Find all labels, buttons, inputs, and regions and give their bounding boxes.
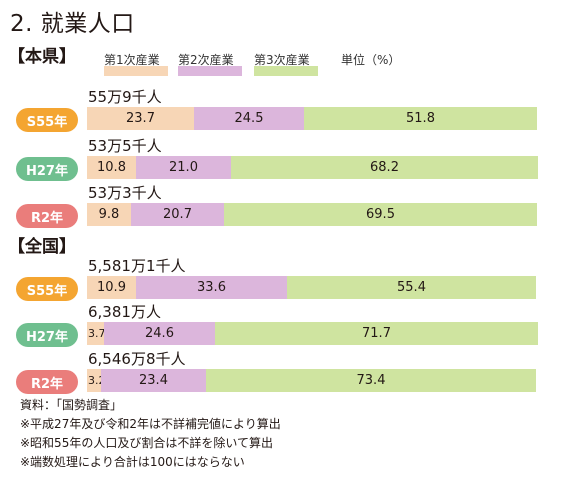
- bar-segment-sector-3: 55.4: [287, 276, 536, 299]
- bar-segment-sector-3: 51.8: [304, 107, 537, 130]
- legend-swatch-1: [104, 66, 168, 76]
- bar-segment-sector-1: 3.7: [87, 322, 106, 345]
- year-badge: H27年: [16, 323, 78, 347]
- legend-label-1: 第1次産業: [104, 53, 160, 67]
- legend-swatch-2: [178, 66, 242, 76]
- note-3: ※端数処理により合計は100にはならない: [20, 455, 245, 469]
- bar-segment-sector-3: 68.2: [231, 156, 538, 179]
- legend-swatch-3: [254, 66, 318, 76]
- note-1: ※平成27年及び令和2年は不詳補完値により算出: [20, 417, 281, 431]
- section-label: 【全国】: [8, 237, 76, 257]
- bar-segment-sector-3: 71.7: [215, 322, 538, 345]
- bar-segment-sector-2: 24.6: [104, 322, 215, 345]
- bar-segment-sector-2: 24.5: [194, 107, 304, 130]
- bar-segment-sector-1: 10.8: [87, 156, 136, 179]
- bar-segment-sector-3: 73.4: [206, 369, 536, 392]
- bar-segment-sector-2: 20.7: [131, 203, 224, 226]
- bar-segment-sector-2: 21.0: [136, 156, 231, 179]
- bar-segment-sector-2: 23.4: [101, 369, 206, 392]
- total-workers-label: 6,546万8千人: [88, 350, 186, 368]
- page-title: 2. 就業人口: [10, 11, 135, 37]
- bar-segment-sector-1: 9.8: [87, 203, 131, 226]
- total-workers-label: 53万5千人: [88, 137, 162, 155]
- total-workers-label: 5,581万1千人: [88, 257, 186, 275]
- notes: 資料：「国勢調査」 ※平成27年及び令和2年は不詳補完値により算出 ※昭和55年…: [20, 396, 281, 472]
- legend-label-2: 第2次産業: [178, 53, 234, 67]
- bar-segment-sector-2: 33.6: [136, 276, 287, 299]
- section-label: 【本県】: [8, 47, 76, 67]
- bar-segment-sector-1: 23.7: [87, 107, 194, 130]
- total-workers-label: 6,381万人: [88, 303, 161, 321]
- total-workers-label: 55万9千人: [88, 88, 162, 106]
- note-source: 資料：「国勢調査」: [20, 398, 123, 412]
- year-badge: S55年: [16, 277, 78, 301]
- bar-segment-sector-1: 10.9: [87, 276, 136, 299]
- year-badge: S55年: [16, 108, 78, 132]
- note-2: ※昭和55年の人口及び割合は不詳を除いて算出: [20, 436, 273, 450]
- legend-label-3: 第3次産業: [254, 53, 310, 67]
- bar-segment-sector-3: 69.5: [224, 203, 537, 226]
- year-badge: R2年: [16, 204, 78, 228]
- total-workers-label: 53万3千人: [88, 184, 162, 202]
- bar-segment-sector-1: 3.2: [87, 369, 106, 392]
- unit-label: 単位（%）: [341, 53, 401, 67]
- year-badge: H27年: [16, 157, 78, 181]
- year-badge: R2年: [16, 370, 78, 394]
